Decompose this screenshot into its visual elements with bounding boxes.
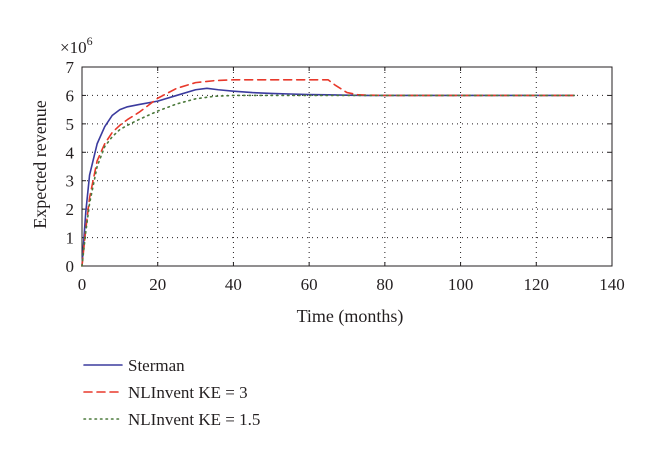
legend-label: NLInvent KE = 3 xyxy=(128,383,248,402)
legend-item: Sterman xyxy=(83,356,185,375)
y-tick-label: 0 xyxy=(66,257,75,276)
x-axis-label: Time (months) xyxy=(297,306,404,327)
y-axis-exponent: ×106 xyxy=(60,34,93,57)
series-line-1 xyxy=(81,87,575,267)
x-tick-label: 140 xyxy=(599,275,625,294)
plot-area xyxy=(81,66,613,267)
y-tick-label: 3 xyxy=(66,172,75,191)
y-tick-label: 6 xyxy=(66,86,75,105)
y-tick-label: 4 xyxy=(66,143,75,162)
x-tick-label: 60 xyxy=(301,275,318,294)
x-tick-label: 40 xyxy=(225,275,242,294)
y-tick-label: 1 xyxy=(66,229,75,248)
x-tick-label: 0 xyxy=(78,275,87,294)
series-lines xyxy=(81,78,575,267)
legend: Sterman NLInvent KE = 3 NLInvent KE = 1.5 xyxy=(83,356,260,429)
y-axis-label: Expected revenue xyxy=(30,100,50,228)
legend-label: Sterman xyxy=(128,356,185,375)
x-tick-label: 20 xyxy=(149,275,166,294)
x-tick-label: 80 xyxy=(376,275,393,294)
y-tick-label: 2 xyxy=(66,200,75,219)
series-line-2 xyxy=(81,78,575,267)
x-tick-label: 100 xyxy=(448,275,474,294)
y-tick-label: 5 xyxy=(66,115,75,134)
series-line-3 xyxy=(81,94,575,267)
legend-label: NLInvent KE = 1.5 xyxy=(128,410,260,429)
y-tick-label: 7 xyxy=(66,58,75,77)
x-tick-label: 120 xyxy=(524,275,550,294)
axis-ticks: 0 20 40 60 80 100 120 140 0 1 2 3 4 5 6 7 xyxy=(66,58,625,294)
legend-item: NLInvent KE = 1.5 xyxy=(83,410,260,429)
legend-item: NLInvent KE = 3 xyxy=(83,383,248,402)
